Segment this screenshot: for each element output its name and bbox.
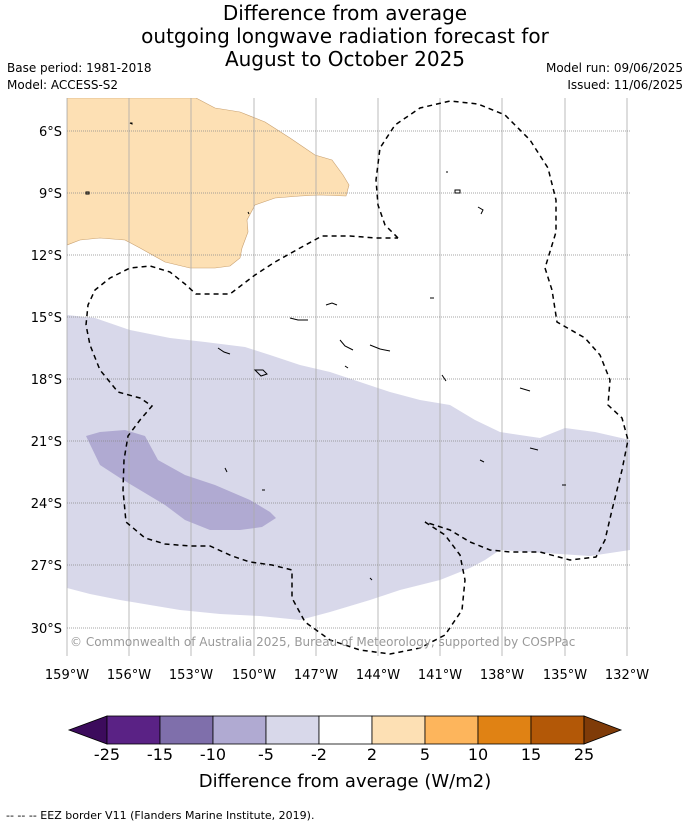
island <box>344 365 349 369</box>
copyright-text: © Commonwealth of Australia 2025, Bureau… <box>70 635 575 649</box>
island <box>247 211 250 215</box>
island <box>479 459 485 463</box>
colorbar-swatch <box>106 715 161 745</box>
colorbar-extend-high <box>583 715 623 745</box>
longitude-label: 159°W <box>45 668 89 683</box>
latitude-label: 6°S <box>39 125 62 140</box>
longitude-label: 144°W <box>356 668 400 683</box>
colorbar-tick-label: 15 <box>520 745 542 764</box>
island <box>339 339 354 351</box>
title-line-1: Difference from average <box>222 1 468 25</box>
island <box>224 467 228 473</box>
colorbar-swatch <box>424 715 479 745</box>
island <box>477 206 484 215</box>
forecast-map: 6°S 9°S 12°S 15°S 18°S 21°S 24°S 27°S 30°S 159°W… <box>31 98 649 745</box>
eez-borders <box>85 100 629 655</box>
gridlines <box>66 98 628 656</box>
model-run: Model run: 09/06/2025 <box>545 61 683 75</box>
longitude-labels: 159°W 156°W 153°W 150°W 147°W 144°W 141°W 138°W… <box>45 668 649 683</box>
map-shading <box>67 98 630 620</box>
islands <box>85 122 566 581</box>
island <box>519 387 531 392</box>
island <box>441 374 447 382</box>
colorbar-swatch <box>530 715 585 745</box>
longitude-label: 138°W <box>480 668 524 683</box>
colorbar-tick-label: -10 <box>199 745 227 764</box>
latitude-label: 18°S <box>31 373 62 388</box>
island <box>369 577 373 581</box>
colorbar-swatch <box>212 715 267 745</box>
colorbar-tick-label: -2 <box>311 745 327 764</box>
model-name: Model: ACCESS-S2 <box>7 78 119 92</box>
colorbar-tick-label: 2 <box>366 745 378 764</box>
latitude-label: 24°S <box>31 497 62 512</box>
colorbar <box>67 715 623 745</box>
title-line-2: outgoing longwave radiation forecast for <box>141 24 549 48</box>
colorbar-tick-label: 5 <box>419 745 431 764</box>
region-positive-2-to-5 <box>67 98 350 269</box>
latitude-label: 12°S <box>31 249 62 264</box>
latitude-label: 15°S <box>31 311 62 326</box>
island <box>129 122 133 125</box>
colorbar-tick-label: -25 <box>93 745 121 764</box>
longitude-label: 147°W <box>294 668 338 683</box>
issued-date: Issued: 11/06/2025 <box>567 78 683 92</box>
island <box>85 191 90 195</box>
title-line-3: August to October 2025 <box>224 47 466 71</box>
island <box>253 369 268 377</box>
longitude-label: 153°W <box>169 668 213 683</box>
island <box>325 302 338 306</box>
latitude-label: 30°S <box>31 622 62 637</box>
latitude-labels: 6°S 9°S 12°S 15°S 18°S 21°S 24°S 27°S 30°S <box>31 125 62 637</box>
colorbar-title: Difference from average (W/m2) <box>198 771 492 792</box>
longitude-label: 132°W <box>605 668 649 683</box>
island <box>217 347 231 355</box>
base-period: Base period: 1981-2018 <box>7 61 152 75</box>
colorbar-tick-label: -15 <box>146 745 174 764</box>
region-negative-5-to-2 <box>67 315 630 620</box>
region-negative-10-to-5 <box>86 430 276 530</box>
eez-legend: -- -- -- EEZ border V11 (Flanders Marine… <box>6 809 315 822</box>
colorbar-swatch <box>265 715 320 745</box>
island <box>529 447 539 451</box>
colorbar-tick-label: 10 <box>467 745 489 764</box>
eez-border-south <box>85 235 466 655</box>
island <box>369 344 391 352</box>
colorbar-extend-low <box>67 715 108 745</box>
latitude-label: 27°S <box>31 559 62 574</box>
longitude-label: 150°W <box>232 668 276 683</box>
island <box>289 317 308 321</box>
colorbar-swatch <box>477 715 532 745</box>
eez-border-main <box>375 100 629 561</box>
latitude-label: 21°S <box>31 435 62 450</box>
colorbar-swatch <box>318 715 373 745</box>
colorbar-tick-label: -5 <box>258 745 274 764</box>
colorbar-tick-label: 25 <box>573 745 595 764</box>
island <box>454 189 461 194</box>
longitude-label: 135°W <box>543 668 587 683</box>
latitude-label: 9°S <box>39 187 62 202</box>
colorbar-swatch <box>371 715 426 745</box>
colorbar-swatch <box>159 715 214 745</box>
longitude-label: 156°W <box>107 668 151 683</box>
longitude-label: 141°W <box>418 668 462 683</box>
